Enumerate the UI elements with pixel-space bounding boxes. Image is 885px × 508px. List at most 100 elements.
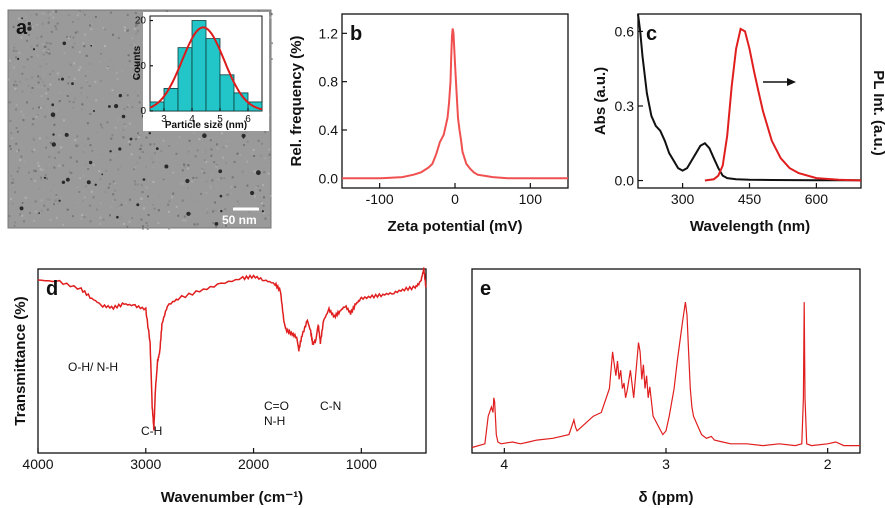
tem-grain <box>56 195 59 198</box>
y-axis-label-b: Rel. frequency (%) <box>288 36 305 167</box>
tem-grain <box>18 37 21 40</box>
tem-grain <box>82 200 84 203</box>
tem-grain <box>68 14 71 17</box>
tem-grain <box>43 12 46 15</box>
tem-grain <box>15 104 18 106</box>
tem-grain <box>152 166 155 169</box>
tem-grain <box>121 70 124 72</box>
tem-grain <box>57 151 60 154</box>
nanoparticle <box>136 203 140 207</box>
tem-grain <box>178 136 181 138</box>
tem-grain <box>22 117 25 120</box>
tem-grain <box>205 192 208 195</box>
tem-grain <box>114 182 117 185</box>
tem-grain <box>62 223 65 226</box>
plot-frame-c <box>637 13 862 189</box>
nanoparticle <box>50 112 56 117</box>
tem-grain <box>103 28 106 31</box>
tem-grain <box>223 225 226 228</box>
y-tick-label: 0.0 <box>319 170 339 186</box>
tem-grain <box>69 35 72 38</box>
tem-grain <box>136 30 139 33</box>
tem-grain <box>146 227 149 230</box>
tem-grain <box>264 217 267 220</box>
x-tick-label: 100 <box>519 191 543 207</box>
x-tick-label: 0 <box>451 191 459 207</box>
tem-grain <box>78 191 81 193</box>
tem-grain <box>112 69 115 72</box>
tem-grain <box>270 58 273 60</box>
tem-grain <box>65 129 68 132</box>
tem-grain <box>187 164 190 167</box>
tem-grain <box>168 200 171 203</box>
tem-grain <box>218 209 221 212</box>
tem-grain <box>90 22 93 25</box>
tem-grain <box>165 10 168 13</box>
tem-grain <box>116 78 119 81</box>
tem-grain <box>110 11 113 14</box>
nanoparticle <box>261 210 264 213</box>
x-tick-label: -100 <box>366 191 394 207</box>
absorbance-curve <box>637 13 861 182</box>
tem-grain <box>100 123 102 126</box>
nanoparticle <box>32 48 36 51</box>
tem-grain <box>136 74 139 76</box>
tem-grain <box>203 159 206 162</box>
tem-grain <box>259 184 262 187</box>
tem-grain <box>30 55 33 58</box>
tem-grain <box>192 176 195 179</box>
tem-grain <box>123 92 126 95</box>
tem-grain <box>139 58 142 61</box>
tem-grain <box>14 80 17 83</box>
x-tick-label: 2 <box>824 456 832 472</box>
tem-grain <box>36 37 39 40</box>
tem-grain <box>138 213 141 216</box>
y-axis-label-d: Transmittance (%) <box>12 296 29 425</box>
nanoparticle <box>108 105 111 108</box>
tem-grain <box>123 123 126 126</box>
tem-grain <box>78 10 81 13</box>
tem-grain <box>127 140 130 143</box>
nanoparticle <box>90 44 93 47</box>
tem-grain <box>12 178 15 181</box>
tem-grain <box>49 73 52 76</box>
tem-grain <box>40 199 43 202</box>
tem-grain <box>246 140 249 143</box>
tem-grain <box>89 144 92 147</box>
tem-grain <box>13 224 16 227</box>
tem-grain <box>183 165 186 168</box>
nanoparticle <box>64 132 69 137</box>
tem-grain <box>65 35 68 38</box>
tem-grain <box>60 146 63 149</box>
y-tick-label: 0.3 <box>615 98 635 114</box>
tem-grain <box>210 174 213 177</box>
tem-grain <box>183 163 186 166</box>
tem-grain <box>40 95 43 98</box>
tem-grain <box>107 186 110 189</box>
tem-grain <box>175 205 178 208</box>
tem-grain <box>48 164 51 167</box>
tem-grain <box>101 98 104 100</box>
tem-grain <box>256 185 259 187</box>
tem-grain <box>38 106 40 109</box>
tem-grain <box>27 11 30 14</box>
tem-grain <box>255 186 257 189</box>
tem-grain <box>119 202 122 204</box>
x-tick-label: 4000 <box>22 456 53 472</box>
tem-grain <box>20 36 23 39</box>
tem-grain <box>91 149 94 152</box>
tem-grain <box>253 170 256 173</box>
tem-grain <box>187 187 189 190</box>
tem-grain <box>128 220 131 223</box>
tem-grain <box>134 180 136 183</box>
tem-grain <box>20 110 23 113</box>
tem-grain <box>57 24 60 27</box>
tem-grain <box>79 107 82 110</box>
tem-grain <box>127 54 130 57</box>
ftir-spectrum <box>37 267 427 431</box>
tem-grain <box>8 215 11 218</box>
tem-grain <box>200 192 202 195</box>
tem-grain <box>36 162 39 165</box>
tem-grain <box>10 174 13 177</box>
